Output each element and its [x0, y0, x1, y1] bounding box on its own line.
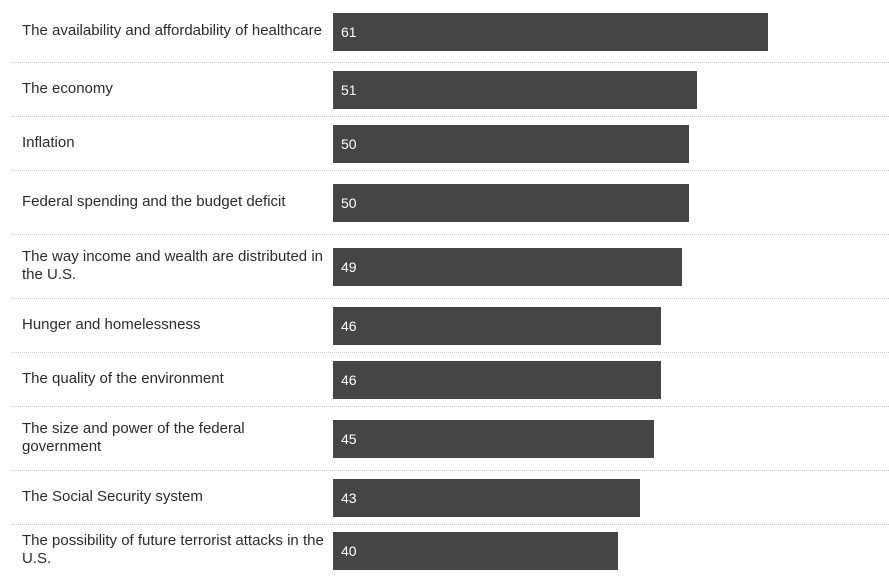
bar-value-label: 40 [341, 543, 357, 559]
row-divider [12, 352, 889, 353]
row-divider [12, 234, 889, 235]
bar-row: Inflation 50 [0, 116, 889, 170]
row-divider [12, 62, 889, 63]
row-divider [12, 298, 889, 299]
bar-value-label: 50 [341, 136, 357, 152]
bar-row: The Social Security system 43 [0, 470, 889, 524]
bar-row: The quality of the environment 46 [0, 352, 889, 406]
bar-value-label: 50 [341, 195, 357, 211]
bar-value-label: 46 [341, 318, 357, 334]
bar [333, 248, 682, 286]
category-label: Federal spending and the budget deficit [22, 193, 286, 210]
category-label: The size and power of the federal govern… [22, 420, 245, 455]
bar-value-label: 51 [341, 82, 357, 98]
bar-value-label: 61 [341, 24, 357, 40]
bar [333, 479, 640, 517]
row-divider [12, 406, 889, 407]
bar-row: The way income and wealth are distribute… [0, 234, 889, 298]
bar-row: Hunger and homelessness 46 [0, 298, 889, 352]
category-label: The way income and wealth are distribute… [22, 248, 323, 283]
bar [333, 125, 689, 163]
bar [333, 13, 768, 51]
bar [333, 307, 661, 345]
category-label: The availability and affordability of he… [22, 22, 322, 39]
bar [333, 71, 697, 109]
bar [333, 532, 618, 570]
bar-value-label: 49 [341, 259, 357, 275]
bar-row: The availability and affordability of he… [0, 0, 889, 62]
category-label: The Social Security system [22, 488, 203, 505]
bar-value-label: 46 [341, 372, 357, 388]
category-label: Hunger and homelessness [22, 316, 201, 333]
bar [333, 420, 654, 458]
category-label: The possibility of future terrorist atta… [22, 532, 324, 567]
bar-row: Federal spending and the budget deficit 5… [0, 170, 889, 234]
bar-row: The economy 51 [0, 62, 889, 116]
category-label: Inflation [22, 134, 75, 151]
row-divider [12, 524, 889, 525]
bar-row: The possibility of future terrorist atta… [0, 524, 889, 576]
bar [333, 361, 661, 399]
row-divider [12, 170, 889, 171]
bar [333, 184, 689, 222]
bar-row: The size and power of the federal govern… [0, 406, 889, 470]
bar-value-label: 43 [341, 490, 357, 506]
row-divider [12, 470, 889, 471]
category-label: The economy [22, 80, 113, 97]
category-label: The quality of the environment [22, 370, 224, 387]
bar-value-label: 45 [341, 431, 357, 447]
row-divider [12, 116, 889, 117]
